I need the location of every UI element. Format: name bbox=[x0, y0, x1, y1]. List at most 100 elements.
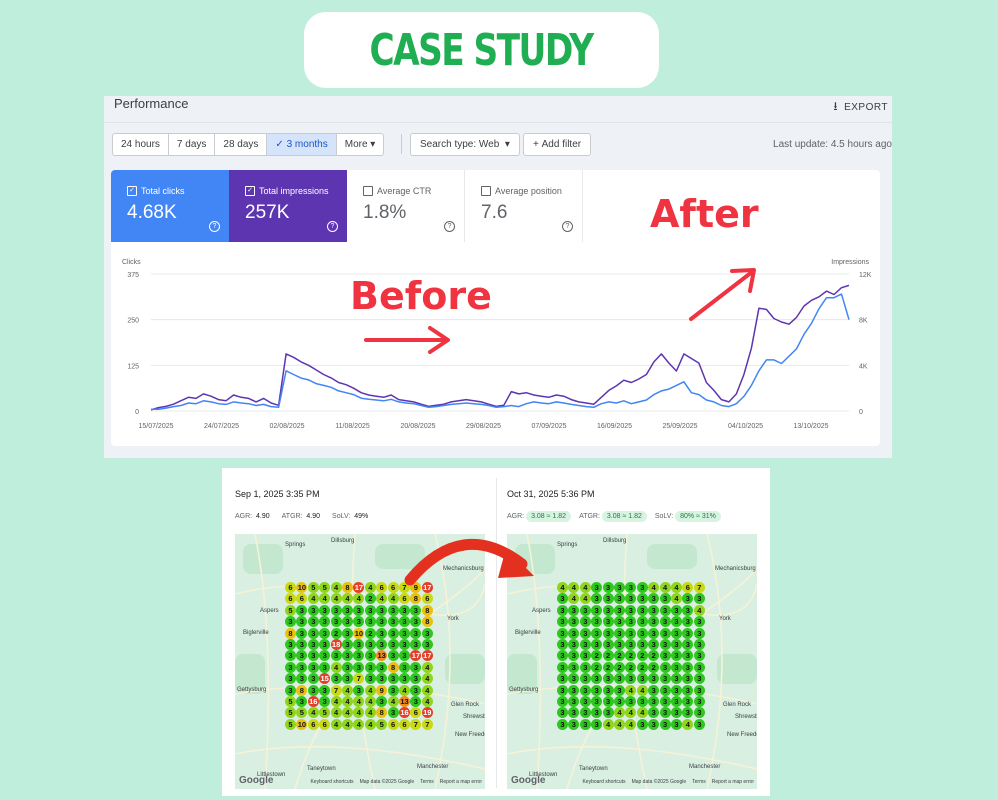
rank-dot[interactable]: 8 bbox=[421, 604, 433, 616]
rank-dot[interactable]: 3 bbox=[602, 639, 614, 650]
rank-dot[interactable]: 6 bbox=[307, 718, 319, 730]
rank-dot[interactable]: 3 bbox=[410, 604, 422, 616]
rank-dot[interactable]: 3 bbox=[659, 673, 671, 685]
rank-dot[interactable]: 3 bbox=[648, 627, 660, 639]
rank-dot[interactable]: 6 bbox=[387, 582, 399, 593]
rank-dot[interactable]: 3 bbox=[659, 718, 671, 730]
help-icon[interactable]: ? bbox=[327, 221, 338, 232]
rank-dot[interactable]: 3 bbox=[557, 661, 568, 673]
rank-dot[interactable]: 3 bbox=[579, 604, 591, 616]
rank-dot[interactable]: 3 bbox=[342, 627, 353, 639]
rank-dot[interactable]: 3 bbox=[421, 639, 433, 650]
rank-dot[interactable]: 3 bbox=[568, 673, 580, 685]
rank-dot[interactable]: 4 bbox=[307, 707, 319, 719]
rank-dot[interactable]: 4 bbox=[364, 696, 376, 707]
rank-dot[interactable]: 3 bbox=[296, 639, 308, 650]
rank-dot[interactable]: 3 bbox=[579, 616, 591, 628]
rank-dot[interactable]: 3 bbox=[591, 718, 603, 730]
search-type-button[interactable]: Search type: Web ▾ bbox=[410, 133, 520, 156]
rank-dot[interactable]: 3 bbox=[648, 684, 660, 696]
rank-dot[interactable]: 3 bbox=[648, 673, 660, 685]
rank-dot[interactable]: 3 bbox=[591, 627, 603, 639]
rank-dot[interactable]: 3 bbox=[557, 696, 568, 707]
rank-dot[interactable]: 4 bbox=[330, 696, 342, 707]
rank-dot[interactable]: 2 bbox=[591, 650, 603, 662]
rank-dot[interactable]: 3 bbox=[659, 616, 671, 628]
rank-dot[interactable]: 3 bbox=[682, 616, 694, 628]
rank-dot[interactable]: 4 bbox=[342, 707, 353, 719]
rank-dot[interactable]: 5 bbox=[285, 604, 296, 616]
rank-dot[interactable]: 5 bbox=[319, 707, 331, 719]
rank-dot[interactable]: 7 bbox=[399, 582, 410, 593]
rank-dot[interactable]: 4 bbox=[387, 593, 399, 605]
rank-dot[interactable]: 3 bbox=[671, 696, 682, 707]
rank-dot[interactable]: 3 bbox=[648, 604, 660, 616]
rank-dot[interactable]: 2 bbox=[636, 661, 648, 673]
rank-dot[interactable]: 3 bbox=[285, 616, 296, 628]
rank-dot[interactable]: 10 bbox=[296, 718, 308, 730]
map-footer-link[interactable]: Keyboard shortcuts bbox=[310, 779, 354, 785]
rank-dot[interactable]: 3 bbox=[659, 707, 671, 719]
rank-dot[interactable]: 3 bbox=[557, 639, 568, 650]
rank-dot[interactable]: 17 bbox=[353, 582, 365, 593]
rank-dot[interactable]: 3 bbox=[353, 616, 365, 628]
rank-dot[interactable]: 4 bbox=[330, 718, 342, 730]
rank-dot[interactable]: 3 bbox=[410, 684, 422, 696]
rank-dot[interactable]: 3 bbox=[557, 593, 568, 605]
rank-dot[interactable]: 4 bbox=[614, 718, 625, 730]
rank-dot[interactable]: 3 bbox=[591, 673, 603, 685]
rank-dot[interactable]: 3 bbox=[410, 639, 422, 650]
rank-dot[interactable]: 3 bbox=[614, 593, 625, 605]
rank-dot[interactable]: 3 bbox=[659, 696, 671, 707]
map-footer-link[interactable]: Terms bbox=[692, 779, 706, 785]
map-footer-link[interactable]: Keyboard shortcuts bbox=[582, 779, 626, 785]
rank-dot[interactable]: 3 bbox=[579, 707, 591, 719]
rank-dot[interactable]: 2 bbox=[364, 593, 376, 605]
rank-dot[interactable]: 3 bbox=[693, 627, 705, 639]
rank-dot[interactable]: 3 bbox=[579, 627, 591, 639]
rank-dot[interactable]: 3 bbox=[387, 673, 399, 685]
rank-dot[interactable]: 3 bbox=[296, 650, 308, 662]
rank-dot[interactable]: 3 bbox=[579, 673, 591, 685]
rank-dot[interactable]: 3 bbox=[682, 639, 694, 650]
rank-dot[interactable]: 5 bbox=[285, 696, 296, 707]
rank-dot[interactable]: 3 bbox=[319, 627, 331, 639]
rank-dot[interactable]: 3 bbox=[319, 616, 331, 628]
rank-dot[interactable]: 5 bbox=[319, 582, 331, 593]
rank-dot[interactable]: 3 bbox=[671, 627, 682, 639]
rank-dot[interactable]: 4 bbox=[364, 707, 376, 719]
rank-dot[interactable]: 2 bbox=[614, 650, 625, 662]
date-24-hours[interactable]: 24 hours bbox=[113, 134, 169, 155]
rank-dot[interactable]: 3 bbox=[636, 639, 648, 650]
rank-dot[interactable]: 3 bbox=[671, 650, 682, 662]
rank-dot[interactable]: 3 bbox=[296, 616, 308, 628]
rank-dot[interactable]: 3 bbox=[285, 639, 296, 650]
rank-dot[interactable]: 3 bbox=[364, 604, 376, 616]
rank-dot[interactable]: 3 bbox=[579, 639, 591, 650]
rank-dot[interactable]: 3 bbox=[557, 604, 568, 616]
map-footer-link[interactable]: Terms bbox=[420, 779, 434, 785]
rank-dot[interactable]: 3 bbox=[659, 593, 671, 605]
rank-dot[interactable]: 3 bbox=[636, 718, 648, 730]
rank-dot[interactable]: 3 bbox=[399, 604, 410, 616]
rank-dot[interactable]: 3 bbox=[591, 696, 603, 707]
add-filter-button[interactable]: + Add filter bbox=[523, 133, 592, 156]
rank-dot[interactable]: 3 bbox=[296, 673, 308, 685]
rank-dot[interactable]: 3 bbox=[307, 684, 319, 696]
rank-dot[interactable]: 4 bbox=[353, 707, 365, 719]
rank-dot[interactable]: 3 bbox=[364, 650, 376, 662]
rank-dot[interactable]: 2 bbox=[636, 650, 648, 662]
rank-dot[interactable]: 3 bbox=[659, 639, 671, 650]
rank-dot[interactable]: 5 bbox=[296, 707, 308, 719]
rank-dot[interactable]: 3 bbox=[376, 639, 388, 650]
rank-dot[interactable]: 4 bbox=[682, 718, 694, 730]
rank-dot[interactable]: 3 bbox=[682, 593, 694, 605]
rank-dot[interactable]: 3 bbox=[602, 604, 614, 616]
rank-dot[interactable]: 8 bbox=[387, 661, 399, 673]
rank-dot[interactable]: 3 bbox=[693, 650, 705, 662]
rank-dot[interactable]: 3 bbox=[614, 673, 625, 685]
rank-dot[interactable]: 2 bbox=[614, 661, 625, 673]
rank-dot[interactable]: 3 bbox=[319, 604, 331, 616]
rank-dot[interactable]: 10 bbox=[296, 582, 308, 593]
rank-dot[interactable]: 3 bbox=[671, 718, 682, 730]
